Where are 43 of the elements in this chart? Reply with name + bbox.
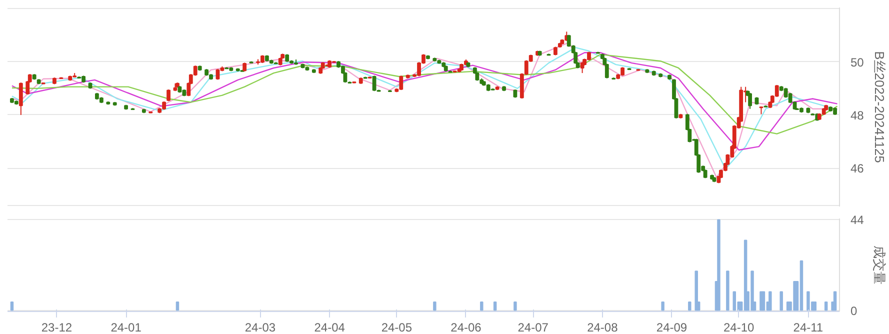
bar bbox=[800, 260, 804, 311]
bar bbox=[514, 302, 517, 311]
bar bbox=[726, 270, 730, 311]
bar bbox=[762, 291, 766, 311]
x-tick-label: 24-10 bbox=[724, 320, 755, 334]
bar bbox=[813, 302, 817, 311]
bar bbox=[732, 291, 736, 311]
x-tick-label: 24-03 bbox=[244, 320, 276, 334]
candlestick bbox=[18, 82, 23, 116]
candlestick bbox=[372, 75, 376, 92]
y-tick-label: 44 bbox=[850, 213, 864, 228]
bar bbox=[176, 302, 180, 311]
x-tick-label: 24-04 bbox=[314, 320, 346, 334]
bar bbox=[833, 291, 837, 311]
bar bbox=[780, 291, 783, 311]
bar bbox=[806, 291, 810, 311]
y-tick-label: 48 bbox=[850, 108, 864, 122]
line-series bbox=[11, 52, 838, 151]
x-tick-label: 24-06 bbox=[450, 320, 482, 334]
bar bbox=[433, 302, 436, 311]
bar bbox=[493, 302, 497, 311]
x-tick-label: 24-11 bbox=[793, 320, 824, 334]
bar bbox=[661, 302, 664, 311]
y-axis-title: 成交量 bbox=[872, 246, 887, 284]
x-tick-label: 24-07 bbox=[518, 320, 549, 334]
x-tick-label: 23-12 bbox=[41, 320, 72, 334]
y-axis-title: B丝2022-20241125 bbox=[872, 51, 887, 163]
bar bbox=[824, 302, 828, 311]
bar bbox=[10, 302, 14, 311]
x-tick-label: 24-09 bbox=[656, 320, 688, 334]
y-tick-label: 0 bbox=[850, 304, 858, 318]
x-tick-label: 24-08 bbox=[587, 320, 618, 334]
bar bbox=[688, 302, 692, 311]
bar bbox=[717, 219, 720, 311]
bar bbox=[768, 291, 772, 311]
y-tick-label: 46 bbox=[850, 162, 864, 176]
y-tick-label: 50 bbox=[850, 55, 864, 70]
x-tick-label: 24-05 bbox=[381, 320, 412, 334]
candlestick bbox=[748, 92, 752, 110]
x-tick-label: 24-01 bbox=[110, 320, 142, 334]
bar bbox=[694, 270, 698, 311]
line-series bbox=[11, 54, 838, 134]
bar bbox=[480, 302, 484, 311]
